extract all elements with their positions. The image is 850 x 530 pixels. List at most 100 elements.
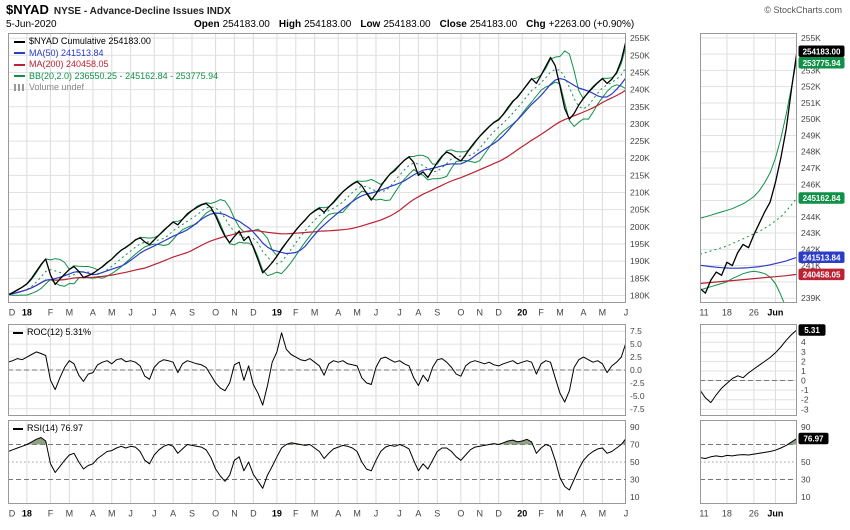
svg-text:N: N (477, 308, 484, 318)
svg-text:D: D (9, 308, 16, 318)
svg-text:A: A (581, 509, 587, 519)
svg-text:J: J (397, 308, 402, 318)
svg-text:251K: 251K (801, 98, 821, 108)
quote-label-low: Low (360, 19, 381, 30)
svg-text:O: O (212, 308, 219, 318)
svg-text:J: J (128, 308, 133, 318)
svg-text:230K: 230K (630, 119, 650, 129)
svg-text:D: D (250, 509, 257, 519)
svg-text:245162.84: 245162.84 (803, 194, 841, 203)
svg-text:30: 30 (630, 475, 640, 485)
svg-text:N: N (477, 509, 484, 519)
copyright: © StockCharts.com (764, 5, 842, 15)
svg-text:O: O (457, 509, 464, 519)
svg-text:5.31: 5.31 (804, 326, 820, 335)
roc-indicator-chart: 7.5 5.0 2.5 0.0 -2.5 -5.0 -7.5 (8, 324, 645, 416)
svg-text:F: F (48, 509, 54, 519)
svg-text:195K: 195K (630, 239, 650, 249)
svg-text:F: F (293, 509, 299, 519)
svg-text:O: O (212, 509, 219, 519)
svg-text:Jun: Jun (767, 509, 783, 519)
svg-text:253775.94: 253775.94 (803, 59, 841, 68)
svg-text:M: M (556, 509, 564, 519)
svg-text:F: F (538, 509, 544, 519)
svg-text:19: 19 (272, 308, 282, 318)
svg-text:D: D (9, 509, 16, 519)
svg-text:D: D (250, 308, 257, 318)
svg-text:205K: 205K (630, 205, 650, 215)
svg-text:-2: -2 (801, 395, 809, 405)
svg-text:3: 3 (801, 347, 806, 357)
svg-text:J: J (624, 509, 629, 519)
quote-value-open: 254183.00 (222, 19, 270, 30)
svg-text:7.5: 7.5 (630, 326, 642, 336)
svg-text:-5.0: -5.0 (630, 391, 645, 401)
svg-text:F: F (293, 308, 299, 318)
svg-text:M: M (66, 509, 74, 519)
svg-text:76.97: 76.97 (803, 435, 824, 444)
svg-text:A: A (90, 308, 96, 318)
svg-text:20: 20 (517, 509, 527, 519)
svg-text:S: S (189, 308, 195, 318)
svg-text:-7.5: -7.5 (630, 404, 645, 414)
svg-text:240K: 240K (630, 85, 650, 95)
svg-text:250K: 250K (801, 114, 821, 124)
svg-text:248K: 248K (801, 147, 821, 157)
main-price-chart: 255K 250K 245K 240K 235K 230K 225K 220K 215K 210K… (8, 33, 650, 318)
svg-text:10: 10 (801, 492, 811, 502)
svg-text:18: 18 (722, 509, 732, 519)
svg-text:J: J (374, 308, 379, 318)
svg-text:M: M (599, 509, 607, 519)
svg-text:225K: 225K (630, 136, 650, 146)
svg-text:50: 50 (801, 457, 811, 467)
svg-text:D: D (495, 308, 502, 318)
svg-text:19: 19 (272, 509, 282, 519)
svg-text:26: 26 (749, 308, 759, 318)
svg-text:240458.05: 240458.05 (803, 271, 841, 280)
svg-text:F: F (48, 308, 54, 318)
quote-value-low: 254183.00 (383, 19, 431, 30)
svg-text:0: 0 (801, 376, 806, 386)
quote-value-close: 254183.00 (469, 19, 518, 30)
svg-text:4: 4 (801, 337, 806, 347)
svg-text:11: 11 (699, 509, 708, 519)
svg-text:A: A (415, 509, 421, 519)
svg-text:180K: 180K (630, 290, 650, 300)
svg-text:255K: 255K (630, 33, 650, 43)
svg-text:N: N (231, 308, 238, 318)
svg-text:18: 18 (22, 509, 32, 519)
svg-text:M: M (353, 308, 361, 318)
svg-text:-3: -3 (801, 404, 809, 414)
svg-text:J: J (128, 509, 133, 519)
svg-text:250K: 250K (630, 50, 650, 60)
svg-text:A: A (335, 509, 341, 519)
svg-text:255K: 255K (801, 33, 821, 43)
svg-text:J: J (624, 308, 629, 318)
svg-text:S: S (434, 509, 440, 519)
rsi-inset-chart: 90 50 30 10 76.97 11 18 26 Jun (699, 420, 829, 519)
svg-text:241K: 241K (801, 261, 821, 271)
svg-text:5.0: 5.0 (630, 339, 642, 349)
svg-text:246K: 246K (801, 179, 821, 189)
svg-text:S: S (434, 308, 440, 318)
quote-row: 5-Jun-2020 Open 254183.00 High 254183.00 Low… (6, 19, 846, 32)
svg-text:70: 70 (630, 440, 640, 450)
svg-text:244K: 244K (801, 212, 821, 222)
svg-text:26: 26 (749, 509, 759, 519)
svg-text:A: A (170, 509, 176, 519)
svg-text:90: 90 (630, 422, 640, 432)
svg-text:239K: 239K (801, 293, 821, 303)
svg-text:D: D (495, 509, 502, 519)
svg-text:235K: 235K (630, 102, 650, 112)
svg-text:185K: 185K (630, 273, 650, 283)
svg-text:249K: 249K (801, 130, 821, 140)
svg-text:190K: 190K (630, 256, 650, 266)
svg-text:A: A (581, 308, 587, 318)
svg-text:220K: 220K (630, 153, 650, 163)
svg-text:M: M (353, 509, 361, 519)
quote-label-open: Open (194, 19, 220, 30)
svg-text:2: 2 (801, 356, 806, 366)
svg-text:30: 30 (801, 475, 811, 485)
